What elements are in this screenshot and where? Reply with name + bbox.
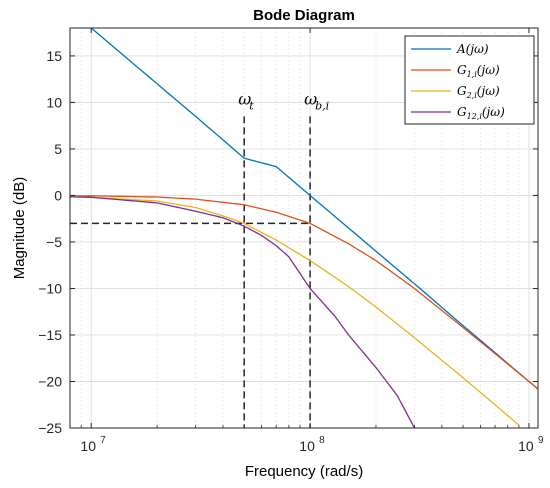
y-tick-label: −5 (46, 234, 62, 250)
y-tick-label: 0 (54, 187, 62, 203)
series-line-g12 (70, 196, 416, 428)
series-line-g1 (70, 195, 538, 390)
y-tick-label: 10 (46, 94, 62, 110)
x-tick-exponent: 8 (319, 435, 325, 446)
y-tick-label: −25 (38, 420, 62, 436)
omega-annotation-subscript: b,i (315, 99, 329, 112)
y-tick-label: −15 (38, 327, 62, 343)
minor-grid (80, 28, 520, 428)
annotations: ωt ωb,i (238, 89, 329, 112)
series-lines (70, 28, 538, 428)
y-tick-label: −10 (38, 280, 62, 296)
legend-label-g2: G2,i(jω) (457, 84, 500, 100)
x-axis-label: Frequency (rad/s) (245, 463, 363, 480)
x-tick-label: 10 (518, 438, 534, 454)
x-tick-exponent: 9 (538, 435, 544, 446)
x-tick-label: 10 (299, 438, 315, 454)
omega-annotation: ω (304, 89, 317, 108)
x-tick-exponent: 7 (100, 435, 106, 446)
reference-lines (70, 116, 311, 428)
y-axis-label: Magnitude (dB) (11, 177, 28, 280)
y-tick-label: 15 (46, 48, 62, 64)
y-tick-label: 5 (54, 141, 62, 157)
x-tick-label: 10 (80, 438, 96, 454)
legend-box (404, 35, 535, 125)
omega-annotation-subscript: t (249, 99, 254, 112)
legend-label-g1: G1,i(jω) (457, 63, 500, 79)
series-line-a (90, 28, 538, 390)
y-axis-ticks: −25 −20 −15 −10 −5 0 5 10 15 (38, 48, 538, 436)
omega-annotation: ω (238, 89, 251, 108)
x-axis-ticks: 10 7 10 8 10 9 (80, 28, 544, 454)
plot-frame (69, 27, 539, 429)
legend: A(jω) G1,i(jω) G2,i(jω) G12,i(jω) (404, 35, 535, 125)
chart-title: Bode Diagram (253, 7, 355, 24)
y-tick-label: −20 (38, 373, 62, 389)
legend-label-a: A(jω) (456, 42, 489, 56)
legend-label-g12: G12,i(jω) (457, 105, 505, 121)
series-line-g2 (70, 195, 520, 426)
